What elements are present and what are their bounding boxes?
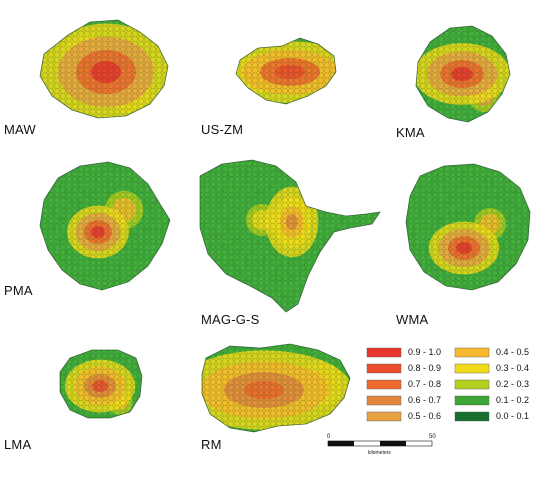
region-label-rm: RM — [201, 437, 222, 452]
scale-end-label: 50 — [429, 434, 436, 440]
legend-swatch — [366, 379, 402, 390]
region-kma — [415, 25, 511, 123]
legend-label: 0.3 - 0.4 — [496, 363, 530, 373]
legend-swatch — [454, 411, 490, 422]
legend-swatch — [454, 395, 490, 406]
legend-label: 0.1 - 0.2 — [496, 395, 530, 405]
scale-bar-segment — [328, 441, 354, 446]
region-mag-g-s — [199, 159, 381, 313]
scale-unit-label: kilometers — [368, 450, 391, 456]
scale-start-label: 0 — [327, 434, 331, 440]
legend-swatch — [366, 347, 402, 358]
legend-swatch — [366, 395, 402, 406]
region-lma — [59, 349, 143, 419]
legend-label: 0.4 - 0.5 — [496, 347, 530, 357]
legend-label: 0.7 - 0.8 — [408, 379, 442, 389]
region-label-us-zm: US-ZM — [201, 122, 244, 137]
region-label-mag-g-s: MAG-G-S — [201, 312, 260, 327]
legend-label: 0.2 - 0.3 — [496, 379, 530, 389]
legend-label: 0.6 - 0.7 — [408, 395, 442, 405]
region-us-zm — [235, 37, 337, 105]
region-label-kma: KMA — [396, 125, 425, 140]
region-pma — [39, 161, 171, 291]
legend-swatch — [366, 363, 402, 374]
region-maw — [39, 19, 169, 119]
scale-bar — [327, 440, 433, 447]
region-label-pma: PMA — [4, 283, 33, 298]
legend-swatch — [454, 379, 490, 390]
legend-swatch — [454, 363, 490, 374]
legend-label: 0.8 - 0.9 — [408, 363, 442, 373]
legend-swatch — [454, 347, 490, 358]
legend-label: 0.9 - 1.0 — [408, 347, 442, 357]
region-rm — [201, 343, 351, 433]
legend-swatch — [366, 411, 402, 422]
legend-label: 0.5 - 0.6 — [408, 411, 442, 421]
region-label-maw: MAW — [4, 122, 36, 137]
legend — [366, 347, 490, 422]
legend-label: 0.0 - 0.1 — [496, 411, 530, 421]
region-label-lma: LMA — [4, 437, 32, 452]
scale-bar-segment — [380, 441, 406, 446]
region-wma — [405, 163, 531, 291]
region-label-wma: WMA — [396, 312, 429, 327]
